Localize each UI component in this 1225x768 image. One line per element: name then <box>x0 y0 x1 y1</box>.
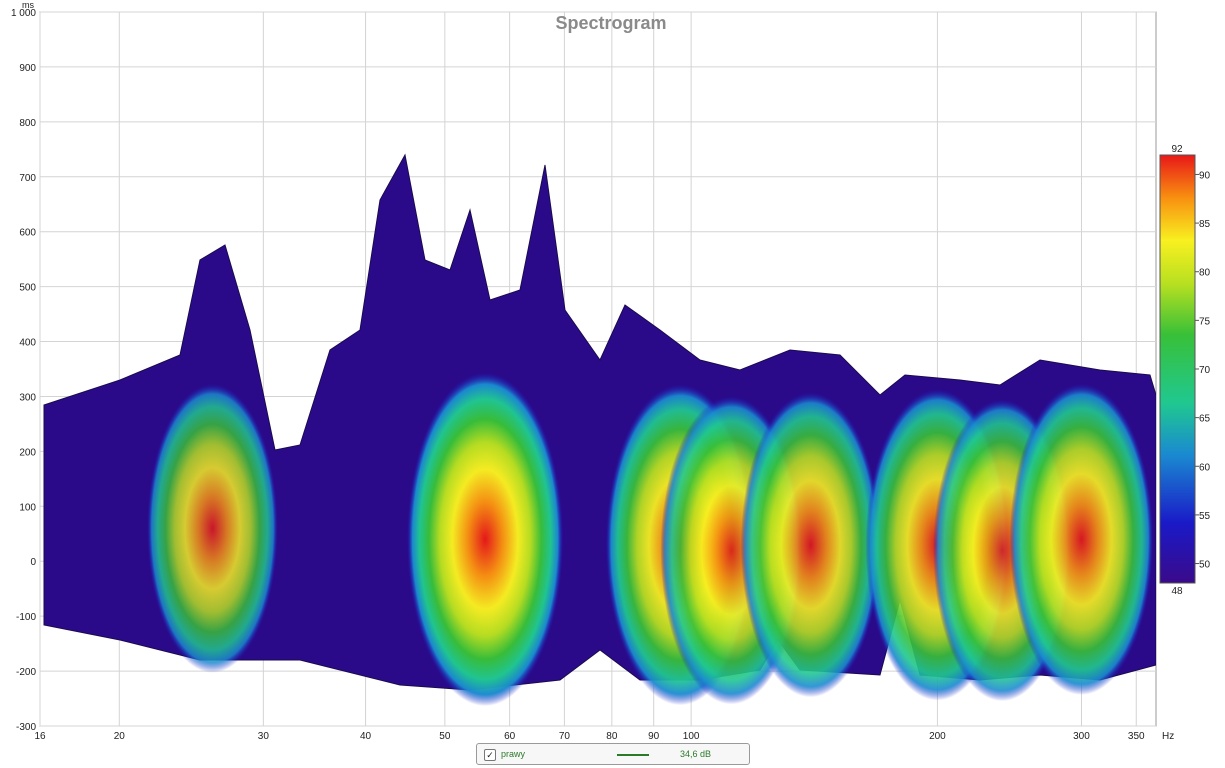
chart-title: Spectrogram <box>555 13 666 33</box>
x-tick-label: 60 <box>504 731 516 742</box>
y-tick-label: 100 <box>19 502 36 513</box>
spectrogram-peak <box>740 392 881 698</box>
x-tick-label: 40 <box>360 731 372 742</box>
x-tick-label: 200 <box>929 731 946 742</box>
x-tick-label: 80 <box>606 731 618 742</box>
y-tick-label: 700 <box>19 173 36 184</box>
y-axis-ticks: 1 0009008007006005004003002001000-100-20… <box>11 8 36 733</box>
x-axis-ticks: 16 20 30 40 50 60 70 80 90 100 200 300 350 <box>34 731 1145 742</box>
y-tick-label: 500 <box>19 283 36 294</box>
colorbar-min-label: 48 <box>1171 586 1183 597</box>
colorbar: 92 48 50 55 60 65 70 75 80 85 90 <box>1159 144 1211 597</box>
x-tick-label: 300 <box>1073 731 1090 742</box>
y-tick-label: 800 <box>19 118 36 129</box>
legend-series-name: prawy <box>501 749 526 759</box>
legend: ✓ prawy 34,6 dB <box>476 743 750 765</box>
y-tick-label: 0 <box>30 557 36 568</box>
x-tick-label: 100 <box>683 731 700 742</box>
y-tick-label: 600 <box>19 228 36 239</box>
colorbar-gradient <box>1159 154 1196 584</box>
x-unit-label: Hz <box>1162 731 1174 742</box>
y-tick-label: 900 <box>19 63 36 74</box>
y-tick-label: -200 <box>16 667 36 678</box>
x-tick-label: 16 <box>34 731 46 742</box>
colorbar-max-label: 92 <box>1171 144 1183 155</box>
legend-checkbox[interactable]: ✓ <box>484 749 496 761</box>
y-tick-label: 400 <box>19 338 36 349</box>
colorbar-tick-label: 55 <box>1199 511 1211 522</box>
colorbar-tick-label: 60 <box>1199 462 1211 473</box>
x-tick-label: 350 <box>1128 731 1145 742</box>
colorbar-tick-label: 50 <box>1199 560 1211 571</box>
x-tick-label: 90 <box>648 731 660 742</box>
spectrogram-peak <box>406 372 564 707</box>
legend-series-value: 34,6 dB <box>680 749 712 759</box>
x-tick-label: 70 <box>559 731 571 742</box>
x-tick-label: 50 <box>439 731 451 742</box>
legend-series-line <box>617 754 649 756</box>
spectrogram-peak <box>1009 383 1154 695</box>
colorbar-tick-label: 75 <box>1199 316 1211 327</box>
colorbar-tick-label: 90 <box>1199 170 1211 181</box>
y-tick-label: -300 <box>16 722 36 733</box>
x-tick-label: 20 <box>114 731 126 742</box>
colorbar-tick-label: 70 <box>1199 365 1211 376</box>
spectrogram-peaks <box>147 372 1154 707</box>
y-tick-label: -100 <box>16 612 36 623</box>
y-tick-label: 200 <box>19 447 36 458</box>
colorbar-tick-label: 65 <box>1199 414 1211 425</box>
spectrogram-peak <box>147 383 278 673</box>
y-tick-label: 300 <box>19 392 36 403</box>
colorbar-tick-label: 85 <box>1199 219 1211 230</box>
y-unit-label: ms <box>22 0 34 10</box>
colorbar-tick-label: 80 <box>1199 268 1211 279</box>
heatmap-area <box>43 153 1156 707</box>
colorbar-ticks: 50 55 60 65 70 75 80 85 90 <box>1195 170 1211 571</box>
y-tick-label: 1 000 <box>11 8 36 19</box>
x-tick-label: 30 <box>258 731 270 742</box>
